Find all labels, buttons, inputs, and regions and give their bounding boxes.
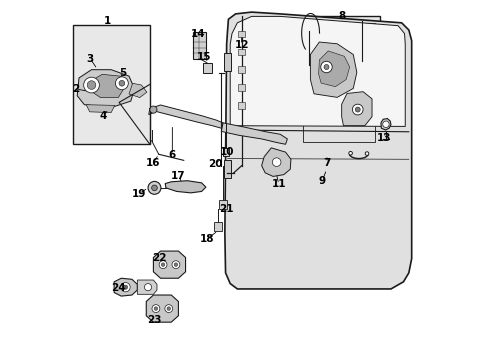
- Bar: [224, 53, 230, 71]
- Circle shape: [115, 77, 128, 90]
- Circle shape: [148, 181, 161, 194]
- Circle shape: [144, 284, 151, 291]
- Polygon shape: [153, 251, 185, 278]
- Text: 21: 21: [219, 204, 233, 214]
- Text: 18: 18: [199, 234, 214, 244]
- Polygon shape: [114, 278, 137, 296]
- Text: 23: 23: [147, 315, 162, 325]
- Text: 3: 3: [86, 54, 94, 64]
- Text: 15: 15: [197, 52, 211, 62]
- Bar: [203, 63, 212, 73]
- Bar: [238, 84, 244, 91]
- Circle shape: [154, 307, 157, 310]
- Bar: [192, 32, 206, 59]
- Circle shape: [149, 106, 157, 113]
- Circle shape: [151, 185, 157, 191]
- Circle shape: [324, 64, 328, 69]
- Text: 17: 17: [171, 171, 185, 181]
- Text: 10: 10: [219, 147, 233, 157]
- Circle shape: [354, 107, 360, 112]
- Text: 9: 9: [318, 176, 325, 186]
- Polygon shape: [165, 181, 205, 193]
- Circle shape: [174, 263, 177, 266]
- Text: 1: 1: [103, 16, 110, 26]
- Text: 14: 14: [190, 29, 205, 39]
- Bar: [214, 222, 222, 231]
- Text: 11: 11: [271, 179, 285, 189]
- Circle shape: [166, 307, 170, 310]
- Circle shape: [365, 152, 368, 156]
- Bar: [219, 200, 227, 208]
- Polygon shape: [230, 17, 405, 126]
- Circle shape: [83, 77, 99, 93]
- Bar: [299, 16, 380, 146]
- Circle shape: [352, 104, 363, 115]
- Text: 2: 2: [72, 84, 80, 94]
- Polygon shape: [380, 118, 390, 130]
- Circle shape: [119, 80, 124, 86]
- Polygon shape: [310, 42, 356, 97]
- Circle shape: [121, 283, 130, 292]
- Circle shape: [164, 305, 172, 312]
- Bar: [73, 24, 149, 144]
- Circle shape: [382, 121, 388, 127]
- Circle shape: [152, 305, 160, 312]
- Circle shape: [123, 285, 127, 289]
- Circle shape: [320, 61, 331, 73]
- Circle shape: [161, 263, 164, 266]
- Bar: [303, 23, 374, 143]
- Bar: [238, 31, 244, 37]
- Text: 13: 13: [376, 133, 390, 143]
- Polygon shape: [224, 12, 411, 289]
- Polygon shape: [129, 83, 146, 98]
- Text: 19: 19: [132, 189, 146, 199]
- Polygon shape: [137, 280, 157, 294]
- Circle shape: [159, 261, 166, 269]
- Text: 8: 8: [337, 11, 345, 21]
- Bar: [238, 66, 244, 73]
- Polygon shape: [341, 92, 371, 126]
- Bar: [224, 160, 230, 178]
- Polygon shape: [261, 148, 290, 176]
- Polygon shape: [148, 105, 223, 128]
- Bar: [238, 102, 244, 109]
- Text: 12: 12: [234, 40, 248, 50]
- Polygon shape: [77, 70, 134, 108]
- Polygon shape: [221, 123, 287, 144]
- Text: 22: 22: [152, 253, 166, 263]
- Text: 24: 24: [111, 283, 126, 293]
- Bar: [238, 49, 244, 55]
- Text: 16: 16: [146, 158, 161, 168]
- Text: 6: 6: [168, 150, 176, 160]
- Polygon shape: [86, 105, 115, 113]
- Polygon shape: [146, 295, 178, 322]
- Text: 5: 5: [119, 68, 126, 78]
- Circle shape: [87, 81, 96, 89]
- Bar: [223, 148, 229, 156]
- Polygon shape: [90, 74, 127, 98]
- Circle shape: [272, 158, 281, 166]
- Text: 20: 20: [207, 159, 222, 169]
- Text: 4: 4: [100, 111, 107, 121]
- Circle shape: [172, 261, 180, 269]
- Circle shape: [348, 152, 352, 155]
- Polygon shape: [318, 51, 349, 87]
- Text: 7: 7: [323, 158, 330, 168]
